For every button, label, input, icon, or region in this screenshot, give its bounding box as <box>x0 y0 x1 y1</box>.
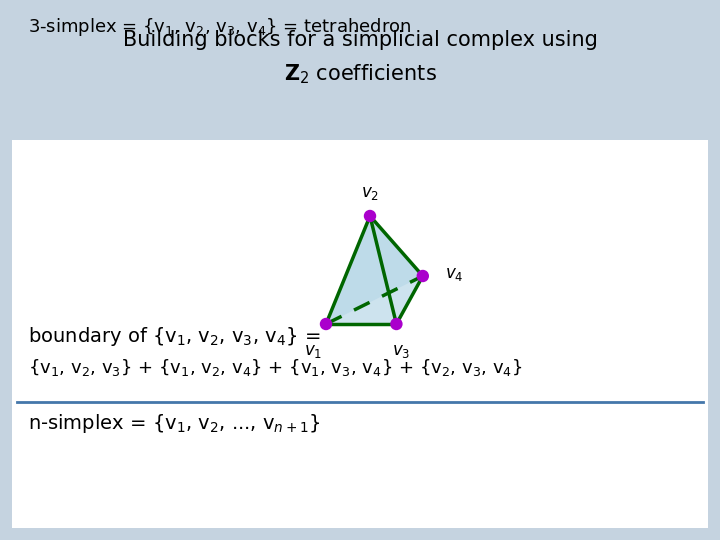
Text: $\mathbf{Z}_2$ coefficients: $\mathbf{Z}_2$ coefficients <box>284 62 436 86</box>
Text: {v$_1$, v$_2$, v$_3$} + {v$_1$, v$_2$, v$_4$} + {v$_1$, v$_3$, v$_4$} + {v$_2$, : {v$_1$, v$_2$, v$_3$} + {v$_1$, v$_2$, v… <box>28 357 523 378</box>
Point <box>417 272 428 280</box>
Text: $v_3$: $v_3$ <box>392 342 410 360</box>
Point <box>364 212 376 220</box>
Text: $v_4$: $v_4$ <box>445 265 464 283</box>
Polygon shape <box>326 216 397 324</box>
Text: $v_2$: $v_2$ <box>361 184 379 202</box>
Point <box>391 320 402 328</box>
Text: 3-simplex = {v$_1$, v$_2$, v$_3$, v$_4$} = tetrahedron: 3-simplex = {v$_1$, v$_2$, v$_3$, v$_4$}… <box>28 16 412 38</box>
Point <box>320 320 332 328</box>
Polygon shape <box>326 216 423 324</box>
Polygon shape <box>370 216 423 324</box>
Text: boundary of {v$_1$, v$_2$, v$_3$, v$_4$} =: boundary of {v$_1$, v$_2$, v$_3$, v$_4$}… <box>28 325 320 348</box>
FancyBboxPatch shape <box>12 140 708 528</box>
Text: n-simplex = {v$_1$, v$_2$, ..., v$_{n+1}$}: n-simplex = {v$_1$, v$_2$, ..., v$_{n+1}… <box>28 412 320 435</box>
Text: $v_1$: $v_1$ <box>304 342 322 360</box>
Text: Building blocks for a simplicial complex using: Building blocks for a simplicial complex… <box>122 30 598 50</box>
